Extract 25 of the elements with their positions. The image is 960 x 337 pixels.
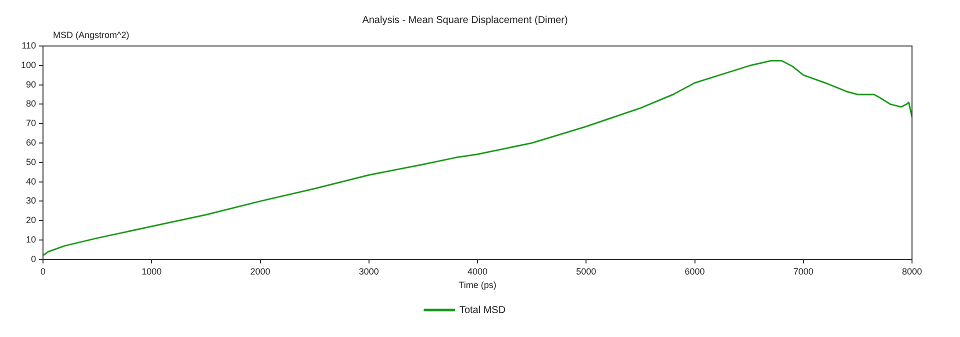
y-tick-label: 80 xyxy=(26,98,36,109)
x-tick-label: 2000 xyxy=(250,266,270,276)
y-tick-label: 100 xyxy=(20,60,36,70)
x-tick-label: 5000 xyxy=(576,266,596,276)
y-tick-label: 30 xyxy=(26,196,36,206)
y-tick-label: 10 xyxy=(26,234,36,244)
chart-title: Analysis - Mean Square Displacement (Dimer) xyxy=(362,14,568,26)
y-tick-label: 90 xyxy=(26,79,36,90)
y-tick-label: 60 xyxy=(26,137,36,148)
y-tick-label: 70 xyxy=(26,118,36,128)
y-axis-title: MSD (Angstrom^2) xyxy=(53,30,130,40)
y-tick-label: 50 xyxy=(26,156,36,167)
y-tick-label: 40 xyxy=(26,176,36,186)
x-tick-label: 4000 xyxy=(467,266,488,276)
y-tick-label: 20 xyxy=(26,215,36,226)
x-tick-label: 6000 xyxy=(684,266,705,276)
x-tick-label: 0 xyxy=(40,266,46,276)
legend-label: Total MSD xyxy=(459,304,506,316)
x-tick-label: 7000 xyxy=(793,266,814,276)
x-tick-label: 1000 xyxy=(142,266,162,276)
x-axis-title: Time (ps) xyxy=(458,280,496,290)
y-tick-label: 0 xyxy=(31,254,36,264)
x-tick-label: 8000 xyxy=(902,266,922,276)
y-tick-label: 110 xyxy=(22,40,36,50)
x-tick-label: 3000 xyxy=(358,266,379,276)
